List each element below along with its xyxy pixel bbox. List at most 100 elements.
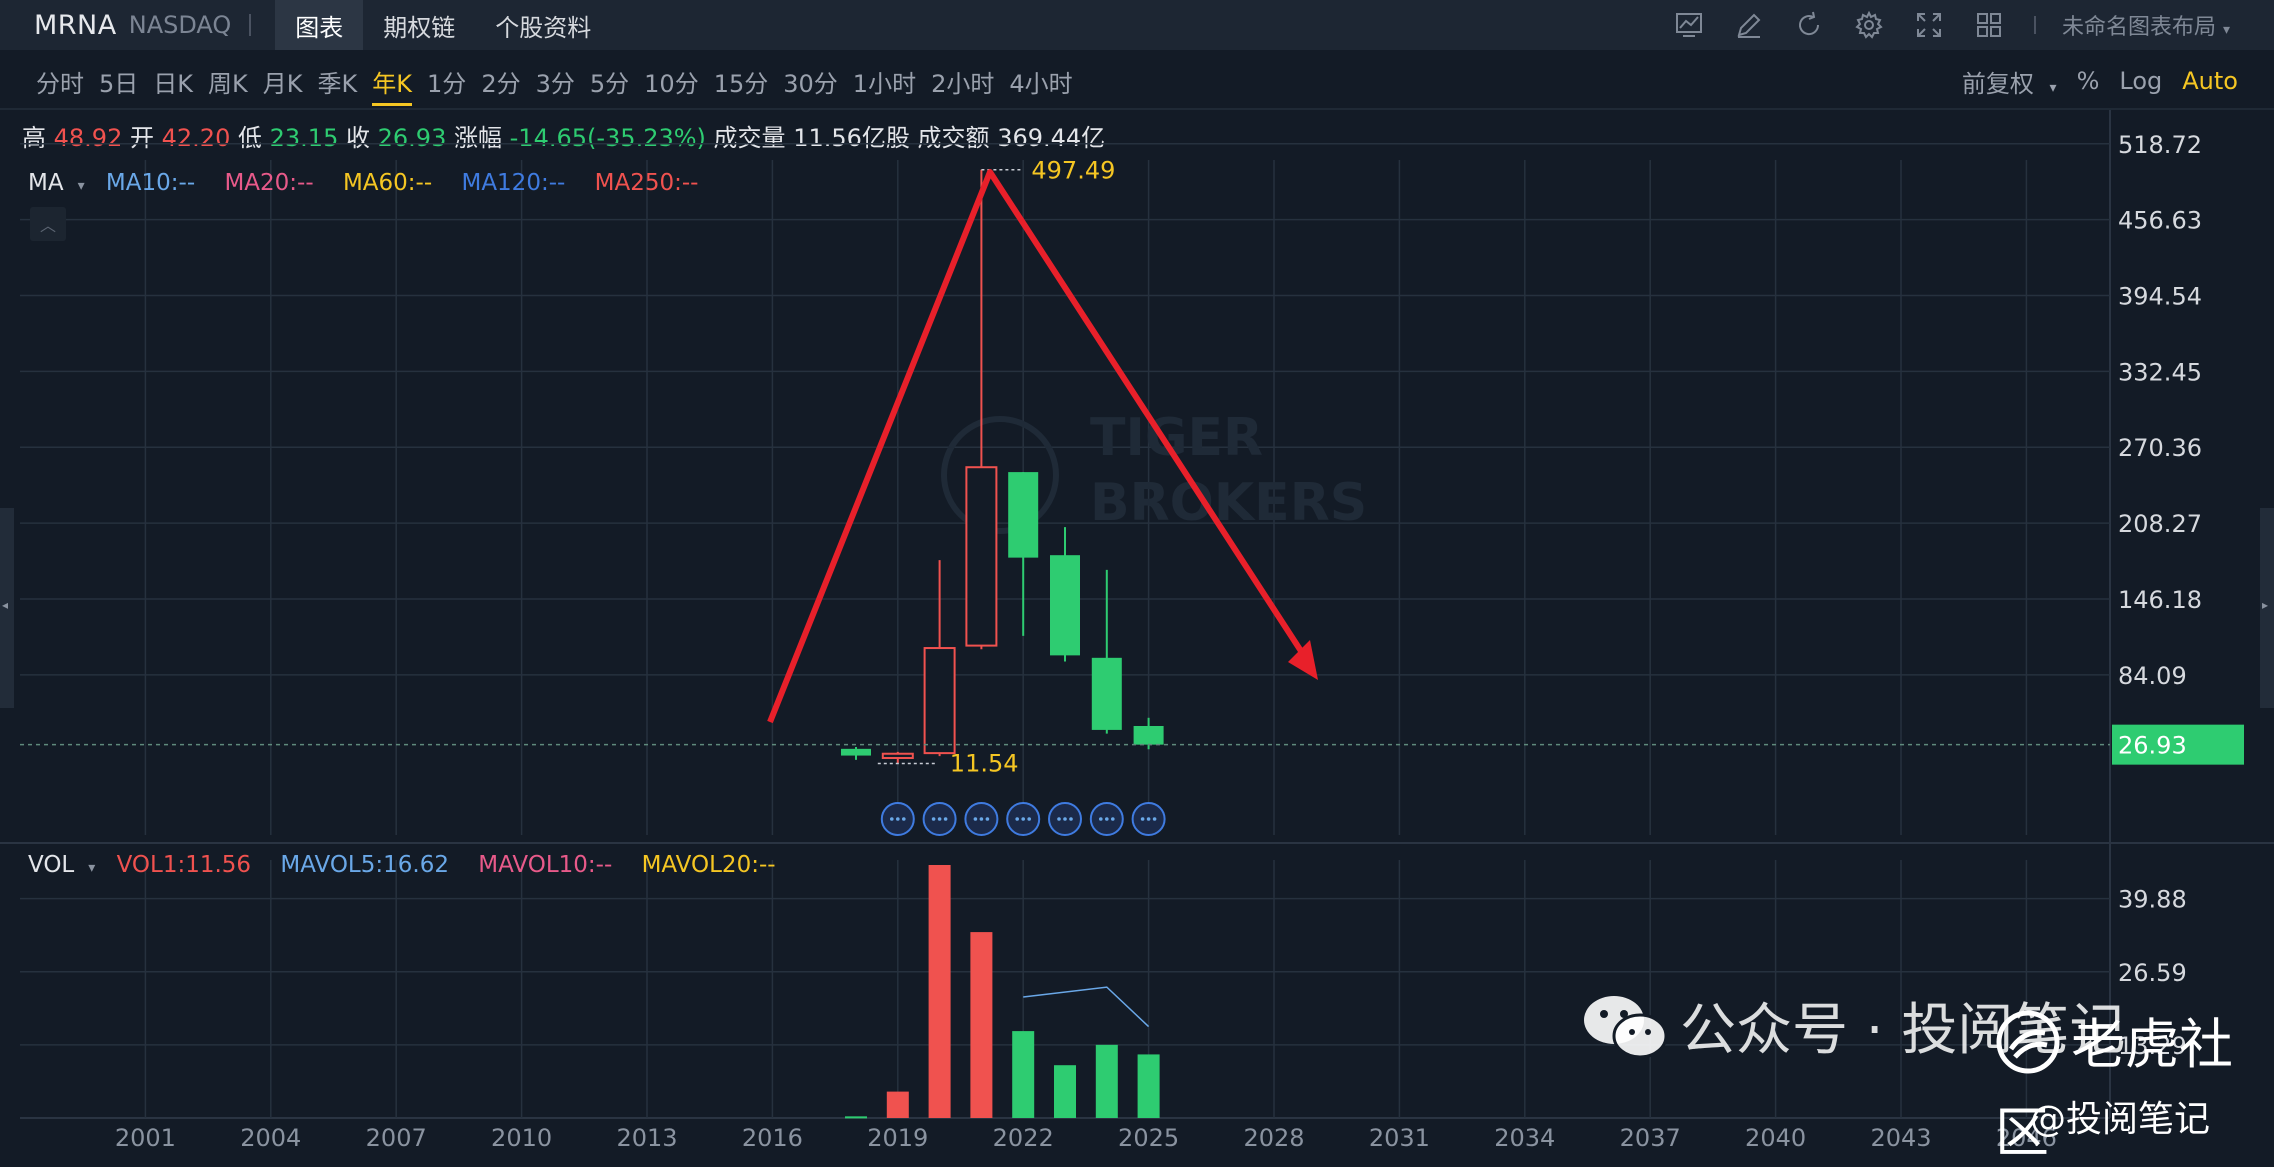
period-4hour[interactable]: 4小时 — [1009, 69, 1073, 98]
candle-body — [965, 466, 998, 647]
ma10-value: MA10:-- — [105, 170, 196, 196]
volume-tick-label: 13.29 — [2118, 1032, 2187, 1060]
candle-body — [841, 748, 871, 756]
volume-bar — [970, 932, 993, 1118]
tab-stock-profile[interactable]: 个股资料 — [495, 13, 592, 42]
price-tick-label: 456.63 — [2118, 207, 2202, 235]
volume-bar — [845, 1116, 867, 1119]
candle-body — [1050, 555, 1080, 656]
event-marker-dot — [1146, 817, 1151, 821]
event-marker-dot — [1140, 817, 1145, 821]
period-2min[interactable]: 2分 — [481, 69, 521, 98]
ma-legend-name[interactable]: MA — [28, 170, 64, 196]
ma-legend: MA ▾ MA10:-- MA20:-- MA60:-- MA120:-- MA2… — [28, 170, 720, 196]
auto-toggle[interactable]: Auto — [2182, 67, 2238, 95]
red-arrow-head — [1288, 640, 1318, 680]
toolbar: 未命名图表布局 ▾ — [1648, 0, 2274, 50]
price-tick-label: 332.45 — [2118, 358, 2202, 386]
close-value: 26.93 — [377, 124, 447, 152]
x-tick-label: 2025 — [1118, 1124, 1179, 1152]
price-tick-label: 518.72 — [2118, 131, 2202, 159]
wechat-account-name: 公众号 · 投阅笔记 — [1680, 998, 2126, 1063]
amount-value: 369.44亿 — [997, 124, 1106, 152]
top-bar: MRNA NASDAQ 图表 期权链 个股资料 未命名图表布局 ▾ — [0, 0, 2274, 50]
x-tick-label: 2031 — [1369, 1124, 1430, 1152]
tab-options-chain[interactable]: 期权链 — [383, 13, 456, 42]
period-daily[interactable]: 日K — [153, 69, 194, 98]
wechat-watermark: 公众号 · 投阅笔记 — [1580, 985, 2125, 1076]
layout-selector[interactable]: 未命名图表布局 ▾ — [2062, 9, 2230, 41]
event-marker-dot — [890, 817, 894, 821]
period-intraday[interactable]: 分时 — [36, 69, 84, 98]
event-marker-dot — [1069, 817, 1073, 821]
change-label: 涨幅 — [454, 124, 502, 152]
period-monthly[interactable]: 月K — [262, 69, 303, 98]
event-marker-dot — [931, 817, 936, 821]
gear-icon[interactable] — [1850, 6, 1888, 44]
x-tick-label: 2007 — [366, 1124, 427, 1152]
left-panel-handle[interactable]: ◂ — [0, 508, 14, 708]
period-15min[interactable]: 15分 — [713, 69, 769, 98]
last-price-badge — [2112, 724, 2244, 765]
period-2hour[interactable]: 2小时 — [931, 69, 995, 98]
red-trend-arrow — [767, 169, 1315, 724]
fullscreen-icon[interactable] — [1910, 6, 1948, 44]
x-tick-label: 2001 — [115, 1124, 176, 1152]
chevron-down-icon[interactable]: ▾ — [77, 178, 85, 194]
event-marker-dot — [1099, 817, 1103, 821]
candle-body — [1008, 472, 1039, 558]
x-tick-label: 2037 — [1620, 1124, 1681, 1152]
mavol5-value: MAVOL5:16.62 — [280, 852, 449, 878]
exchange-label: NASDAQ — [128, 11, 232, 39]
volume-bar — [1137, 1054, 1160, 1118]
period-weekly[interactable]: 周K — [208, 69, 248, 98]
separator — [2033, 16, 2036, 34]
wechat-icon — [1580, 992, 1670, 1076]
event-marker-dot — [1021, 817, 1025, 821]
period-3min[interactable]: 3分 — [535, 69, 575, 98]
period-30min[interactable]: 30分 — [783, 69, 838, 98]
layout-grid-icon[interactable] — [1970, 6, 2008, 44]
ohlc-info-bar: 高 48.92 开 42.20 低 23.15 收 26.93 涨幅 -14.6… — [22, 118, 1105, 153]
chevron-down-icon: ▾ — [2049, 79, 2057, 96]
period-1min[interactable]: 1分 — [427, 69, 467, 98]
period-quarterly[interactable]: 季K — [317, 69, 358, 98]
period-10min[interactable]: 10分 — [644, 69, 699, 98]
percent-toggle[interactable]: % — [2076, 67, 2100, 95]
period-1hour[interactable]: 1小时 — [852, 69, 917, 98]
mavol20-value: MAVOL20:-- — [641, 852, 776, 878]
min-price-label: 11.54 — [950, 749, 1019, 777]
event-marker-dot — [1063, 817, 1067, 821]
open-label: 开 — [130, 124, 154, 152]
period-yearly[interactable]: 年K — [372, 60, 412, 106]
tiger-logo-icon — [1995, 1009, 2061, 1088]
event-marker-dot — [979, 817, 984, 821]
period-5min[interactable]: 5分 — [589, 69, 630, 98]
x-tick-label: 2016 — [742, 1124, 803, 1152]
candle-body — [1133, 725, 1164, 745]
vol-legend-name[interactable]: VOL — [28, 852, 75, 878]
collapse-button[interactable]: ︿ — [30, 207, 66, 241]
event-marker-dot — [896, 817, 900, 821]
indicator-icon[interactable] — [1670, 6, 1708, 44]
price-tick-label: 84.09 — [2118, 662, 2187, 690]
log-toggle[interactable]: Log — [2119, 67, 2163, 95]
period-5day[interactable]: 5日 — [99, 69, 139, 98]
x-tick-label: 2040 — [1745, 1124, 1806, 1152]
x-tick-label: 2043 — [1870, 1124, 1931, 1152]
volume-tick-label: 39.88 — [2118, 886, 2187, 914]
ma250-value: MA250:-- — [594, 170, 699, 196]
event-marker-dot — [973, 817, 978, 821]
event-marker-dot — [1057, 817, 1061, 821]
candle-body — [923, 647, 956, 755]
adjust-selector[interactable]: 前复权 ▾ — [1942, 64, 2057, 99]
chevron-down-icon[interactable]: ▾ — [88, 860, 96, 876]
x-tick-label: 2010 — [491, 1124, 552, 1152]
volume-bar — [1012, 1031, 1035, 1118]
event-marker-dot — [1111, 817, 1115, 821]
draw-pen-icon[interactable] — [1730, 6, 1768, 44]
tab-chart[interactable]: 图表 — [275, 0, 364, 50]
right-panel-handle[interactable]: ▸ — [2260, 508, 2274, 708]
refresh-icon[interactable] — [1790, 6, 1828, 44]
